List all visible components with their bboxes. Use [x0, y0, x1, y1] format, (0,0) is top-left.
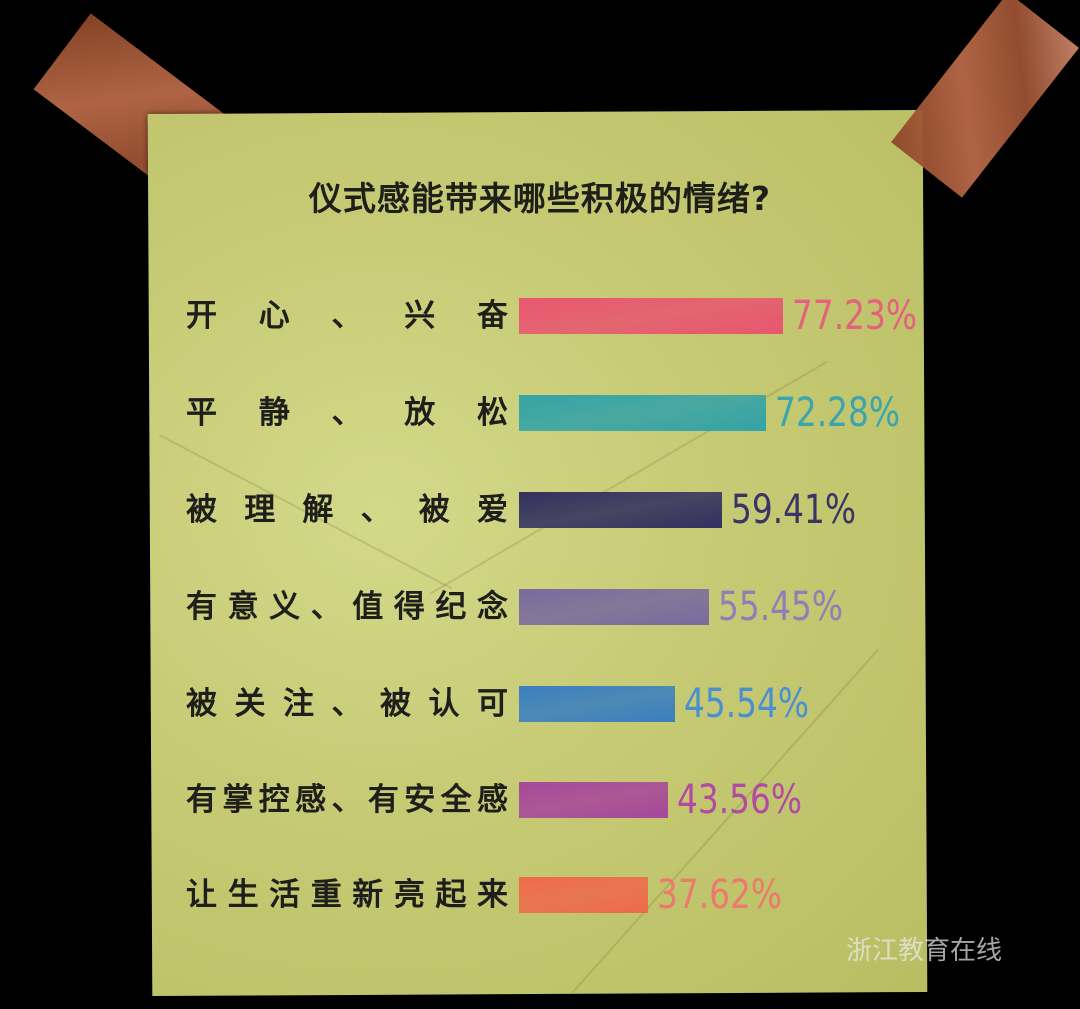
bar-row: 开心、兴奋 77.23%	[0, 293, 1080, 339]
category-label: 有掌控感、有安全感	[186, 782, 508, 818]
bar	[519, 492, 723, 528]
bar	[519, 686, 675, 722]
bar-row: 有意义、值得纪念 55.45%	[0, 584, 1080, 630]
category-label: 平静、放松	[186, 395, 508, 431]
paper-background	[147, 109, 928, 997]
category-label: 被理解、被爱	[186, 492, 508, 528]
watermark: 浙江教育在线	[846, 936, 1003, 966]
bar	[519, 782, 668, 818]
category-label: 开心、兴奋	[186, 298, 508, 334]
bar-row: 有掌控感、有安全感 43.56%	[0, 777, 1080, 823]
value-label: 37.62%	[656, 872, 782, 918]
value-label: 45.54%	[683, 681, 809, 727]
bar-row: 平静、放松 72.28%	[0, 390, 1080, 436]
category-label: 让生活重新亮起来	[186, 877, 508, 913]
value-label: 77.23%	[792, 293, 918, 339]
bar	[519, 877, 648, 913]
value-label: 43.56%	[676, 777, 802, 823]
chart-title: 仪式感能带来哪些积极的情绪?	[308, 179, 772, 218]
category-label: 被关注、被认可	[186, 686, 508, 722]
value-label: 72.28%	[775, 390, 901, 436]
value-label: 59.41%	[731, 487, 857, 533]
bar-row: 让生活重新亮起来 37.62%	[0, 872, 1080, 918]
category-label: 有意义、值得纪念	[186, 589, 508, 625]
bar-row: 被理解、被爱 59.41%	[0, 487, 1080, 533]
bar	[519, 589, 709, 625]
bar-row: 被关注、被认可 45.54%	[0, 681, 1080, 727]
value-label: 55.45%	[717, 584, 843, 630]
bar	[519, 395, 767, 431]
bar	[519, 298, 783, 334]
